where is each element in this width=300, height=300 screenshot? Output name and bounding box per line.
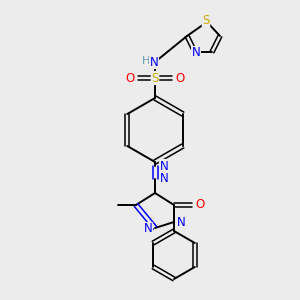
Text: N: N <box>150 56 158 68</box>
Text: S: S <box>202 14 210 28</box>
Text: N: N <box>160 172 168 185</box>
Text: O: O <box>125 71 135 85</box>
Text: N: N <box>192 46 200 59</box>
Text: H: H <box>142 56 150 66</box>
Text: O: O <box>176 71 184 85</box>
Text: N: N <box>160 160 168 172</box>
Text: O: O <box>195 199 205 212</box>
Text: S: S <box>151 71 159 85</box>
Text: N: N <box>177 217 185 230</box>
Text: N: N <box>144 223 152 236</box>
